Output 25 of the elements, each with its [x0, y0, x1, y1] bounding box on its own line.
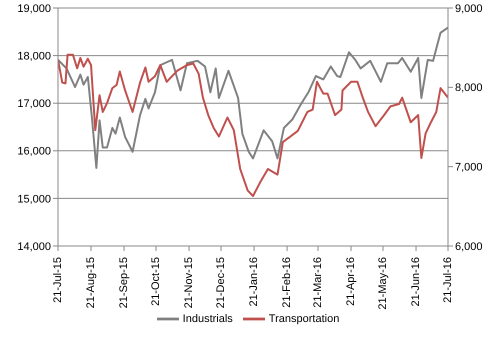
- x-tick-label: 21-Jul-15: [52, 257, 64, 303]
- x-tick-label: 21-Jan-16: [248, 257, 260, 307]
- y-tick-label: 18,000: [17, 50, 51, 63]
- x-tick-label: 21-Apr-16: [345, 257, 358, 306]
- legend-label: Transportation: [268, 312, 340, 325]
- x-tick-label: 21-Feb-16: [281, 257, 294, 308]
- y-tick-label: 19,000: [17, 2, 51, 15]
- x-tick-label: 21-Oct-15: [150, 257, 162, 306]
- y2-tick-label: 7,000: [455, 162, 483, 174]
- x-tick-label: 21-Dec-15: [215, 257, 228, 308]
- y-tick-label: 16,000: [17, 146, 51, 158]
- x-tick-label: 21-Sep-15: [118, 257, 130, 308]
- y-tick-label: 14,000: [17, 240, 51, 253]
- x-tick-label: 21-Mar-16: [312, 257, 324, 308]
- y2-tick-label: 6,000: [455, 240, 483, 253]
- x-tick-label: 21-Jun-16: [410, 257, 422, 307]
- y-tick-label: 17,000: [17, 98, 51, 110]
- y2-tick-label: 9,000: [455, 2, 483, 15]
- x-tick-label: 21-Aug-15: [85, 257, 98, 308]
- y2-tick-label: 8,000: [455, 82, 483, 94]
- x-tick-label: 21-Jul-16: [442, 257, 454, 303]
- x-tick-label: 21-May-16: [377, 257, 389, 310]
- legend-label: Industrials: [182, 312, 233, 325]
- y-tick-label: 15,000: [17, 193, 51, 206]
- x-tick-label: 21-Nov-15: [183, 257, 196, 308]
